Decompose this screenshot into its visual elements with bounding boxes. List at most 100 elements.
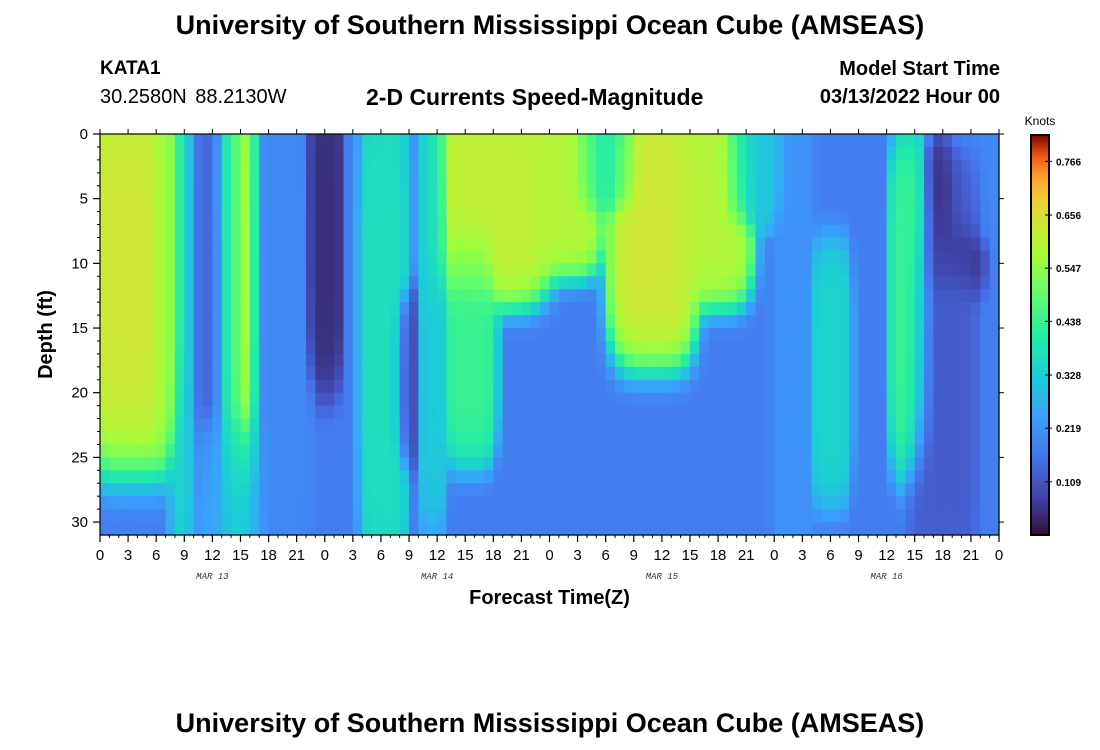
heatmap-cell (203, 418, 213, 433)
heatmap-cell (839, 366, 850, 381)
heatmap-cell (221, 263, 232, 277)
heatmap-cell (961, 353, 972, 368)
heatmap-cell (989, 340, 1000, 355)
heatmap-cell (783, 470, 794, 484)
heatmap-cell (371, 457, 382, 471)
heatmap-cell (455, 405, 466, 420)
heatmap-cell (895, 172, 906, 187)
heatmap-cell (727, 276, 738, 290)
heatmap-cell (699, 224, 710, 239)
heatmap-cell (437, 328, 448, 342)
heatmap-cell (512, 224, 522, 239)
heatmap-cell (352, 134, 363, 148)
x-tick-label: 21 (738, 547, 755, 564)
heatmap-cell (942, 405, 953, 420)
heatmap-cell (633, 159, 644, 174)
heatmap-cell (558, 250, 569, 264)
heatmap-cell (924, 263, 935, 277)
heatmap-cell (689, 340, 700, 355)
heatmap-cell (586, 224, 597, 239)
heatmap-cell (877, 405, 888, 420)
heatmap-cell (231, 444, 242, 458)
heatmap-cell (146, 224, 157, 239)
heatmap-cell (221, 405, 232, 420)
heatmap-cell (633, 172, 644, 187)
heatmap-cell (193, 134, 204, 148)
heatmap-cell (783, 392, 794, 407)
heatmap-cell (334, 392, 345, 407)
heatmap-cell (671, 276, 682, 290)
heatmap-cell (118, 392, 129, 407)
heatmap-cell (249, 496, 260, 510)
heatmap-cell (474, 405, 485, 420)
heatmap-cell (530, 392, 541, 407)
heatmap-cell (699, 134, 710, 148)
heatmap-cell (858, 444, 869, 458)
heatmap-cell (334, 470, 345, 484)
heatmap-cell (680, 237, 691, 252)
heatmap-cell (577, 366, 588, 381)
heatmap-cell (306, 276, 316, 290)
heatmap-cell (203, 172, 213, 187)
heatmap-cell (633, 509, 644, 523)
model-start-label: Model Start Time (839, 58, 1000, 80)
heatmap-cell (905, 198, 916, 213)
heatmap-cell (699, 250, 710, 264)
heatmap-cell (727, 172, 738, 187)
heatmap-cell (352, 172, 363, 187)
heatmap-cell (540, 509, 551, 523)
heatmap-cell (952, 134, 963, 148)
heatmap-cell (493, 522, 504, 536)
heatmap-cell (409, 444, 419, 458)
heatmap-cell (455, 185, 466, 200)
heatmap-cell (165, 405, 176, 420)
heatmap-cell (474, 302, 485, 316)
heatmap-cell (792, 211, 803, 226)
heatmap-cell (849, 263, 860, 277)
heatmap-cell (446, 366, 457, 381)
heatmap-cell (165, 496, 176, 510)
heatmap-cell (961, 302, 972, 316)
heatmap-cell (165, 263, 176, 277)
heatmap-cell (324, 263, 335, 277)
heatmap-cell (399, 315, 410, 329)
heatmap-cell (249, 224, 260, 239)
heatmap-cell (240, 496, 251, 510)
heatmap-cell (474, 263, 485, 277)
heatmap-cell (605, 172, 616, 187)
heatmap-cell (980, 211, 991, 226)
heatmap-cell (315, 315, 326, 329)
heatmap-cell (380, 522, 391, 536)
heatmap-cell (437, 431, 448, 446)
heatmap-cell (558, 496, 569, 510)
heatmap-cell (409, 198, 419, 213)
heatmap-cell (924, 392, 935, 407)
heatmap-cell (399, 379, 410, 394)
heatmap-cell (792, 134, 803, 148)
colorbar-tick-label: 0.109 (1056, 478, 1081, 489)
heatmap-cell (446, 353, 457, 368)
heatmap-cell (156, 276, 167, 290)
heatmap-cell (615, 418, 626, 433)
heatmap-cell (380, 315, 391, 329)
y-tick-label: 30 (71, 514, 88, 531)
heatmap-cell (586, 237, 597, 252)
heatmap-cell (324, 379, 335, 394)
heatmap-cell (287, 431, 298, 446)
heatmap-cell (624, 263, 635, 277)
heatmap-cell (708, 276, 719, 290)
heatmap-cell (184, 276, 195, 290)
heatmap-cell (821, 509, 832, 523)
heatmap-cell (877, 302, 888, 316)
heatmap-cell (671, 224, 682, 239)
heatmap-cell (455, 159, 466, 174)
heatmap-cell (755, 509, 766, 523)
heatmap-cell (390, 366, 401, 381)
heatmap-cell (764, 211, 775, 226)
heatmap-cell (231, 340, 242, 355)
heatmap-cell (933, 509, 944, 523)
heatmap-cell (783, 250, 794, 264)
heatmap-cell (886, 237, 897, 252)
heatmap-cell (783, 302, 794, 316)
heatmap-cell (287, 470, 298, 484)
